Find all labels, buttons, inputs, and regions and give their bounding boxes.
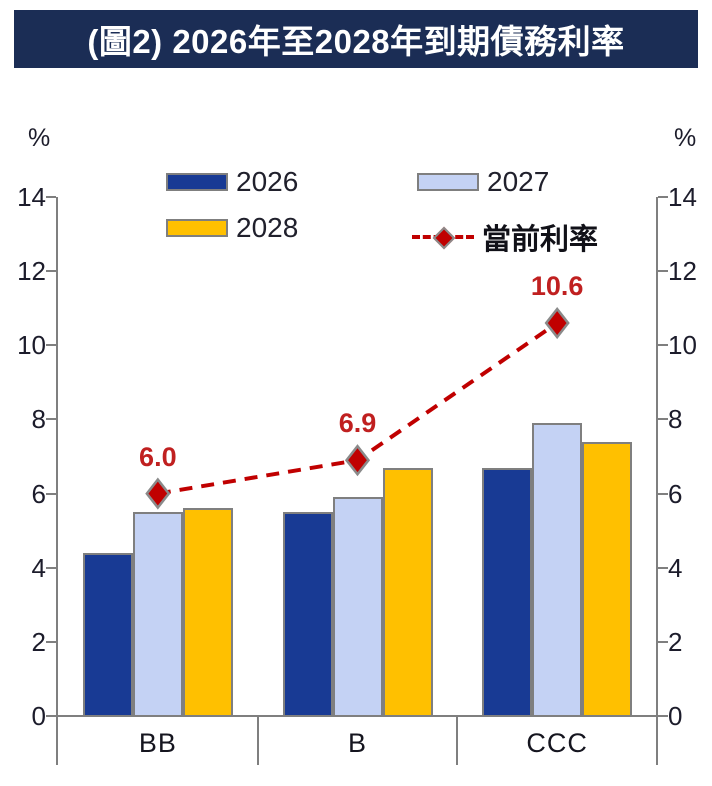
- legend-item-2026: 2026: [166, 166, 298, 198]
- y-tick-label-right: 4: [668, 552, 683, 583]
- y-tick-label-left: 6: [31, 478, 46, 509]
- data-label-CCC: 10.6: [530, 271, 584, 302]
- y-tick-left: [46, 344, 56, 347]
- y-tick-label-right: 14: [668, 182, 697, 212]
- y-tick-left: [46, 418, 56, 421]
- y-tick-label-left: 0: [31, 701, 46, 731]
- bar-2028-B: [382, 467, 433, 717]
- bar-2027-BB: [132, 512, 183, 717]
- y-tick-left: [46, 270, 56, 273]
- bar-2027-B: [332, 497, 383, 717]
- y-tick-label-right: 10: [668, 330, 697, 361]
- y-tick-left: [46, 566, 56, 569]
- legend-item-2028: 2028: [166, 212, 298, 244]
- figure-title: (圖2) 2026年至2028年到期債務利率: [87, 23, 625, 60]
- y-unit-left: %: [28, 124, 51, 152]
- legend-item-current-rate: 當前利率: [412, 216, 598, 258]
- bar-2026-B: [282, 512, 333, 717]
- bar-2028-CCC: [582, 441, 633, 717]
- figure-title-bar: (圖2) 2026年至2028年到期債務利率: [14, 10, 698, 68]
- x-category-label: B: [347, 728, 367, 758]
- bar-2027-CCC: [532, 423, 583, 717]
- y-tick-right: [658, 418, 668, 421]
- y-tick-label-right: 6: [668, 478, 683, 509]
- legend-item-2027: 2027: [417, 166, 549, 198]
- dashed-line-marker-icon: [412, 226, 474, 250]
- y-tick-label-left: 10: [17, 330, 46, 361]
- y-tick-right: [658, 492, 668, 495]
- y-tick-label-right: 0: [668, 701, 683, 731]
- legend-label-2027: 2027: [487, 166, 550, 197]
- category-separator: [256, 716, 259, 765]
- diamond-marker-icon: [544, 307, 570, 340]
- bar-2028-BB: [182, 508, 233, 717]
- data-label-B: 6.9: [338, 408, 377, 439]
- bar-2026-BB: [82, 552, 133, 717]
- y-tick-left: [46, 715, 56, 717]
- y-tick-label-right: 12: [668, 256, 697, 287]
- y-tick-label-right: 2: [668, 626, 683, 657]
- y-tick-left: [46, 640, 56, 643]
- diamond-marker-icon: [145, 477, 171, 510]
- bar-2026-CCC: [482, 467, 533, 717]
- category-separator: [456, 716, 459, 765]
- y-tick-right: [658, 270, 668, 273]
- y-tick-label-left: 8: [31, 404, 46, 435]
- y-tick-right: [658, 640, 668, 643]
- y-tick-label-left: 14: [17, 182, 46, 212]
- legend-label-2026: 2026: [236, 166, 299, 197]
- legend-swatch-2026: [166, 173, 228, 191]
- x-category-label: CCC: [526, 728, 588, 758]
- y-tick-label-right: 8: [668, 404, 683, 435]
- y-tick-right: [658, 715, 668, 717]
- y-tick-right: [658, 566, 668, 569]
- y-tick-label-left: 2: [31, 626, 46, 657]
- diamond-marker-icon: [344, 444, 371, 477]
- legend-swatch-2027: [417, 173, 479, 191]
- y-axis-right: [656, 197, 658, 765]
- x-category-label: BB: [138, 728, 177, 758]
- y-unit-right: %: [674, 124, 697, 152]
- y-tick-right: [658, 196, 668, 198]
- y-tick-left: [46, 492, 56, 495]
- y-tick-label-left: 12: [17, 256, 46, 287]
- data-label-BB: 6.0: [139, 441, 177, 472]
- legend-swatch-2028: [166, 219, 228, 237]
- y-tick-left: [46, 196, 56, 198]
- y-axis-left: [56, 197, 58, 765]
- y-tick-right: [658, 344, 668, 347]
- legend-label-current-rate: 當前利率: [482, 224, 599, 256]
- legend-label-2028: 2028: [236, 212, 299, 243]
- y-tick-label-left: 4: [31, 552, 46, 583]
